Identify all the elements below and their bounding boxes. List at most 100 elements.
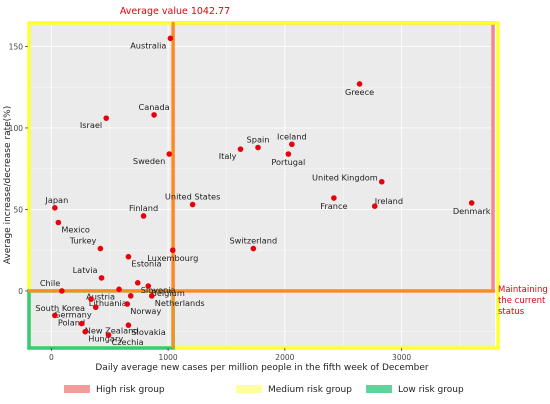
point-label: Luxembourg (147, 253, 198, 263)
point-label: Czechia (112, 337, 144, 347)
data-point-italy (237, 146, 244, 152)
point-label: Italy (219, 151, 237, 161)
point-label: Iceland (277, 131, 307, 141)
data-point-finland (140, 213, 147, 219)
point-label: Israel (80, 120, 102, 130)
point-label: Slovenia (141, 285, 176, 295)
legend: High risk group Medium risk group Low ri… (64, 385, 464, 395)
y-tick-label: 100 (9, 124, 24, 133)
data-point-france (331, 195, 337, 201)
x-axis-label: Daily average new cases per million peop… (95, 363, 429, 373)
data-point-belgium (145, 283, 152, 289)
point-label: Latvia (73, 265, 98, 275)
point-label: Netherlands (155, 298, 205, 308)
point-label: Finland (129, 203, 158, 213)
data-point-portugal (285, 151, 292, 157)
point-label: Portugal (271, 157, 305, 167)
legend-swatch-low (366, 385, 392, 393)
legend-label-medium: Medium risk group (268, 385, 352, 395)
point-label: France (320, 201, 347, 211)
data-point-australia (167, 35, 174, 42)
data-point-sweden (166, 151, 173, 157)
data-point-mexico (55, 219, 62, 226)
y-tick-label: 150 (9, 42, 24, 51)
x-tick-label: 3000 (392, 353, 411, 362)
point-label: Japan (44, 195, 68, 205)
plot-panel (28, 22, 495, 348)
point-label: Greece (345, 87, 374, 97)
x-tick-label: 2000 (275, 353, 294, 362)
maintain-line-3: status (498, 307, 525, 317)
point-label: Switzerland (229, 236, 277, 246)
point-label: Slovakia (131, 327, 165, 337)
point-label: Austria (86, 291, 115, 301)
y-tick-label: 50 (13, 205, 23, 214)
point-label: South Korea (35, 303, 85, 313)
data-point-chile (59, 288, 65, 294)
point-label: Poland (58, 317, 85, 327)
data-point-iceland (289, 141, 295, 148)
data-point-hungary (82, 328, 89, 335)
data-point-new-zealand (78, 320, 85, 327)
medium-risk-box (27, 21, 500, 350)
point-label: Canada (139, 102, 170, 112)
point-label: New Zealand (85, 326, 139, 336)
data-point-united-states (189, 201, 196, 208)
point-label: United States (165, 192, 220, 202)
data-point-norway (124, 301, 131, 307)
point-label: Turkey (69, 236, 97, 246)
x-tick-label: 1000 (159, 353, 178, 362)
data-point-austria (116, 286, 122, 293)
point-label: Mexico (61, 224, 90, 234)
data-point-ireland (371, 203, 378, 209)
y-axis-label: Average increase/decrease rate(%) (3, 106, 13, 264)
point-label: Denmark (453, 206, 491, 216)
point-label: Belgium (151, 288, 185, 298)
data-point-germany (92, 304, 99, 311)
point-label: United Kingdom (312, 173, 378, 183)
data-point-israel (103, 115, 110, 121)
legend-swatch-medium (236, 385, 262, 393)
point-label: Ireland (375, 196, 403, 206)
data-point-canada (151, 112, 157, 118)
point-label: Hungary (88, 334, 123, 344)
data-points: Australia Greece Canada Israel Sweden Spain Ic… (35, 35, 491, 347)
maintain-annotation: Maintaining the current status (498, 285, 550, 317)
point-label: Germany (54, 309, 92, 319)
data-point-latvia (98, 275, 105, 281)
data-point-poland (52, 312, 58, 319)
data-point-netherlands (148, 293, 155, 299)
data-point-south-korea (88, 296, 94, 302)
x-tick-label: 0 (49, 353, 54, 362)
data-point-turkey (97, 245, 104, 252)
data-point-slovakia (125, 322, 132, 328)
point-label: Sweden (133, 156, 165, 166)
average-annotation: Average value 1042.77 (120, 6, 230, 17)
data-point-spain (255, 144, 261, 151)
point-label: Lithuania (89, 298, 127, 308)
axes: 0 1000 2000 3000 0 50 100 150 (9, 42, 412, 362)
data-point-slovenia (134, 280, 141, 286)
data-point-denmark (468, 200, 475, 206)
data-point-greece (356, 81, 363, 87)
data-point-united-kingdom (378, 178, 385, 185)
risk-boxes (27, 21, 500, 350)
legend-swatch-high (64, 385, 90, 393)
data-point-luxembourg (169, 247, 176, 253)
point-label: Australia (130, 40, 166, 50)
y-tick-label: 0 (18, 287, 23, 296)
maintain-line-1: Maintaining (498, 285, 548, 295)
maintain-line-2: the current (498, 296, 546, 306)
point-label: Spain (247, 135, 270, 145)
data-point-czechia (105, 332, 112, 338)
data-point-switzerland (250, 245, 257, 252)
legend-label-high: High risk group (96, 385, 165, 395)
legend-label-low: Low risk group (398, 385, 464, 395)
point-label: Chile (40, 278, 61, 288)
data-point-lithuania (127, 293, 134, 299)
data-point-estonia (125, 253, 132, 260)
point-label: Norway (130, 306, 161, 316)
data-point-japan (52, 205, 58, 211)
point-label: Estonia (131, 259, 161, 269)
